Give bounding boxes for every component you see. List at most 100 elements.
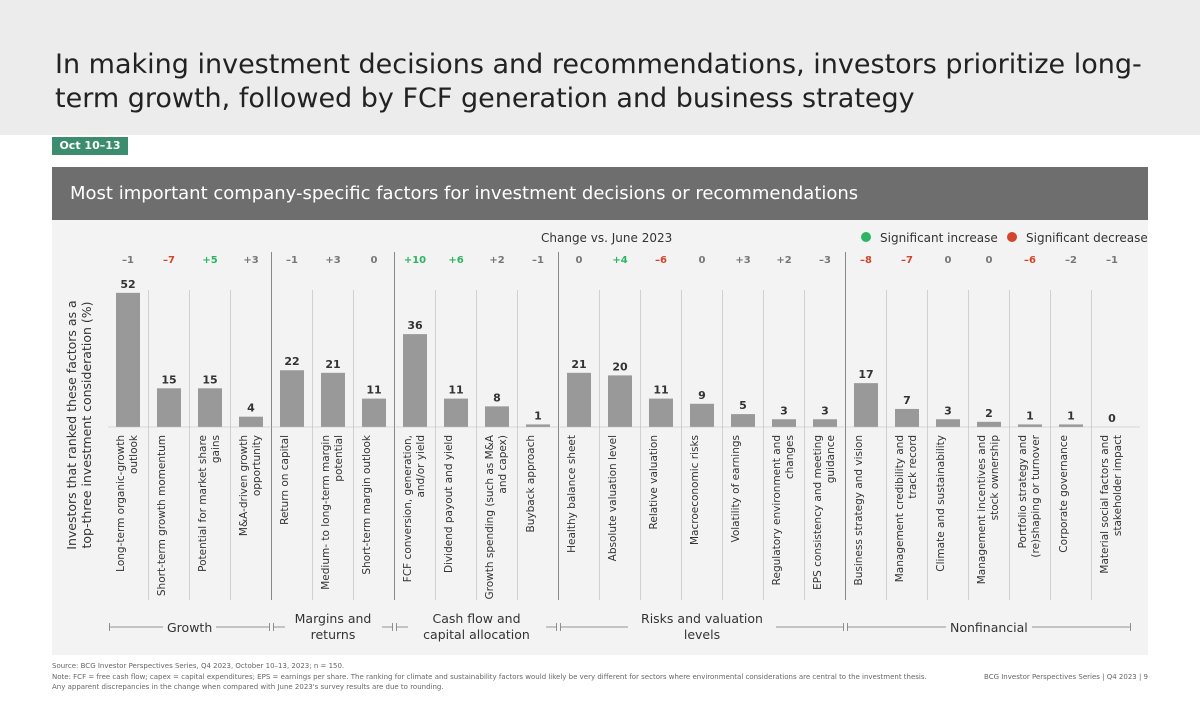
change-label: –2 bbox=[1065, 255, 1077, 266]
legend-dot bbox=[861, 232, 871, 242]
category-label: Long-term organic-growth outlook bbox=[115, 435, 140, 572]
category-label: Dividend payout and yield bbox=[443, 435, 455, 574]
bar bbox=[977, 421, 1001, 427]
data-label: 17 bbox=[858, 368, 873, 381]
change-label: +4 bbox=[612, 255, 627, 266]
bar bbox=[895, 408, 919, 427]
category-label: Management credibility and track record bbox=[894, 435, 919, 583]
change-label: –7 bbox=[901, 255, 913, 266]
data-label: 36 bbox=[407, 319, 423, 332]
category-label: Macroeconomic risks bbox=[689, 435, 701, 546]
change-label: –3 bbox=[819, 255, 831, 266]
bar bbox=[526, 424, 550, 427]
change-label: –6 bbox=[655, 255, 667, 266]
change-label: –6 bbox=[1024, 255, 1036, 266]
category-label: Regulatory environment and changes bbox=[771, 435, 796, 586]
change-label: +3 bbox=[735, 255, 750, 266]
group-label: Cash flow and capital allocation bbox=[407, 611, 546, 643]
data-label: 22 bbox=[284, 355, 299, 368]
category-label: Climate and sustainability bbox=[935, 435, 947, 572]
data-label: 2 bbox=[985, 407, 993, 420]
page-title: In making investment decisions and recom… bbox=[55, 49, 1142, 114]
data-label: 52 bbox=[120, 278, 135, 291]
group-label: Growth bbox=[163, 620, 217, 636]
bar bbox=[854, 383, 878, 427]
bar bbox=[772, 419, 796, 427]
change-label: +3 bbox=[325, 255, 340, 266]
bar bbox=[280, 370, 304, 427]
note: Any apparent discrepancies in the change… bbox=[52, 683, 444, 691]
legend-label: Significant increase bbox=[880, 231, 998, 245]
bar bbox=[1059, 424, 1083, 427]
bar bbox=[403, 334, 427, 427]
change-label: –7 bbox=[163, 255, 175, 266]
group-label: Margins and returns bbox=[284, 611, 382, 643]
bar bbox=[690, 403, 714, 427]
chart-title: Most important company-specific factors … bbox=[52, 167, 1148, 220]
change-label: 0 bbox=[699, 255, 706, 266]
data-label: 15 bbox=[202, 373, 217, 386]
data-label: 0 bbox=[1108, 412, 1116, 425]
change-label: 0 bbox=[371, 255, 378, 266]
category-label: Return on capital bbox=[279, 435, 291, 525]
data-label: 3 bbox=[780, 404, 788, 417]
header-band bbox=[0, 0, 1200, 135]
category-label: Potential for market share gains bbox=[197, 435, 222, 572]
data-label: 11 bbox=[366, 384, 381, 397]
category-label: FCF conversion, generation, and/or yield bbox=[402, 435, 427, 583]
category-label: Medium- to long-term margin potential bbox=[320, 435, 345, 590]
data-label: 15 bbox=[161, 373, 176, 386]
change-label: +3 bbox=[243, 255, 258, 266]
bar bbox=[362, 398, 386, 427]
category-label: Short-term margin outlook bbox=[361, 435, 373, 575]
bar bbox=[198, 388, 222, 427]
category-label: Healthy balance sheet bbox=[566, 435, 578, 553]
category-label: Absolute valuation level bbox=[607, 435, 619, 562]
category-label: Growth spending (such as M&A and capex) bbox=[484, 435, 509, 600]
data-label: 7 bbox=[903, 394, 911, 407]
change-label: –1 bbox=[286, 255, 298, 266]
data-label: 21 bbox=[325, 358, 340, 371]
y-axis-label: Investors that ranked these factors as a… bbox=[64, 300, 94, 550]
data-label: 11 bbox=[448, 384, 463, 397]
category-label: EPS consistency and meeting guidance bbox=[812, 435, 837, 590]
group-label: Risks and valuation levels bbox=[628, 611, 776, 643]
data-label: 1 bbox=[1067, 409, 1075, 422]
data-label: 1 bbox=[1026, 409, 1034, 422]
data-label: 20 bbox=[612, 360, 628, 373]
bar bbox=[444, 398, 468, 427]
bar bbox=[731, 414, 755, 427]
note: Note: FCF = free cash flow; capex = capi… bbox=[52, 673, 927, 681]
legend-label: Significant decrease bbox=[1026, 231, 1148, 245]
category-label: Corporate governance bbox=[1058, 435, 1070, 553]
change-label: +6 bbox=[448, 255, 463, 266]
category-label: Buyback approach bbox=[525, 435, 537, 533]
page-footer: BCG Investor Perspectives Series | Q4 20… bbox=[984, 673, 1148, 681]
data-label: 11 bbox=[653, 384, 668, 397]
category-label: Relative valuation bbox=[648, 435, 660, 530]
bar bbox=[116, 292, 140, 427]
change-label: +5 bbox=[202, 255, 217, 266]
group-label: Nonfinancial bbox=[946, 620, 1032, 636]
source: Source: BCG Investor Perspectives Series… bbox=[52, 662, 345, 670]
category-label: Short-term growth momentum bbox=[156, 435, 168, 597]
data-label: 3 bbox=[944, 404, 952, 417]
data-label: 21 bbox=[571, 358, 586, 371]
data-label: 4 bbox=[247, 402, 255, 415]
bar bbox=[321, 372, 345, 427]
category-label: Management incentives and stock ownershi… bbox=[976, 435, 1001, 585]
bar bbox=[157, 388, 181, 427]
change-title: Change vs. June 2023 bbox=[541, 231, 672, 245]
change-label: –8 bbox=[860, 255, 872, 266]
category-label: Volatility of earnings bbox=[730, 435, 742, 543]
bar bbox=[567, 372, 591, 427]
change-label: –1 bbox=[122, 255, 134, 266]
category-label: Material social factors and stakeholder … bbox=[1099, 435, 1124, 574]
bar bbox=[608, 375, 632, 427]
date-tag: Oct 10–13 bbox=[52, 137, 128, 155]
data-label: 8 bbox=[493, 391, 501, 404]
data-label: 1 bbox=[534, 409, 542, 422]
bar bbox=[936, 419, 960, 427]
